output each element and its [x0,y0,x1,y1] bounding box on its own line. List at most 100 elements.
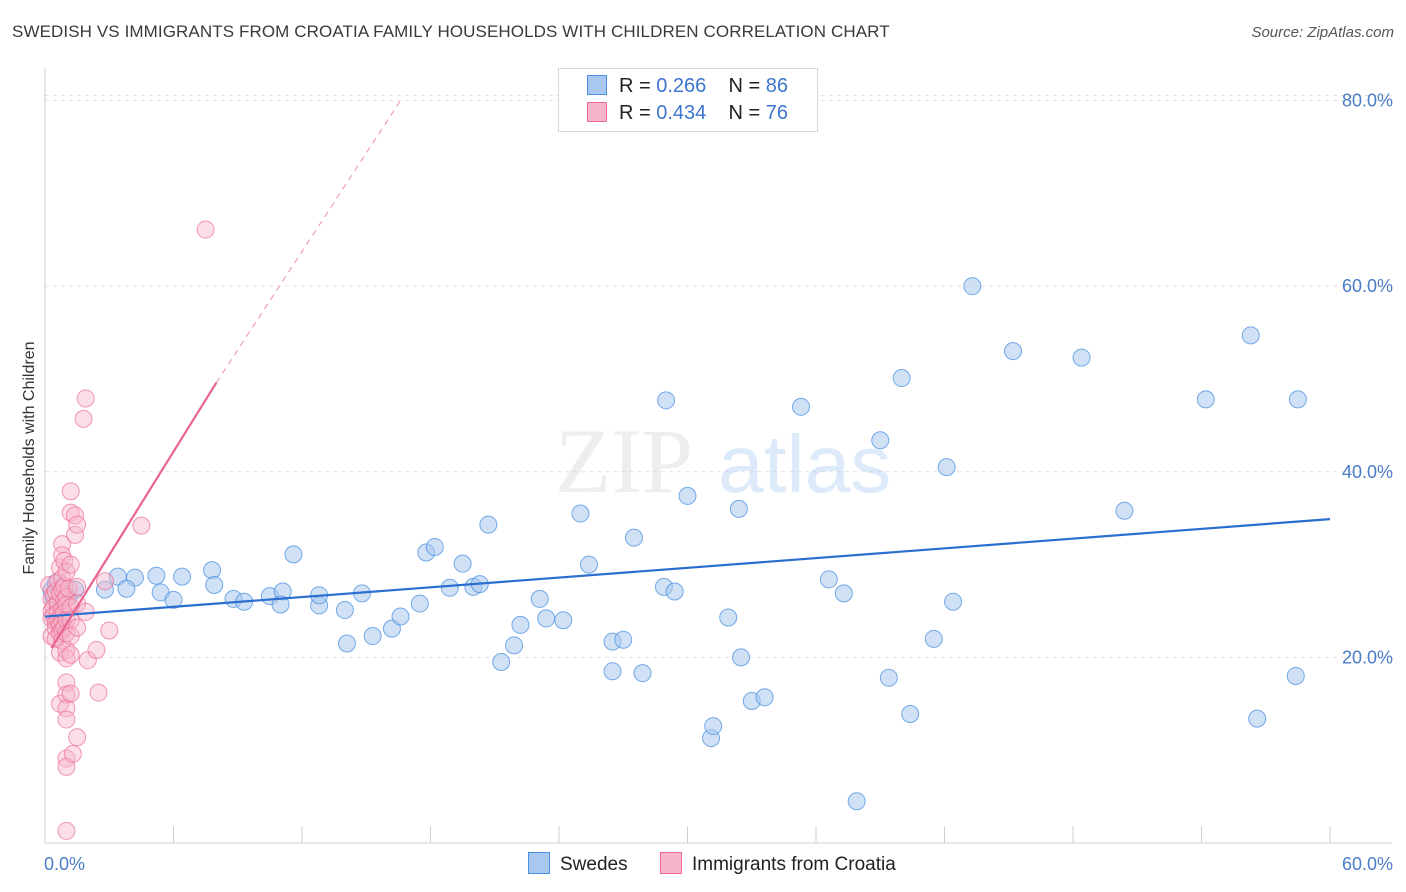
swedes-point [879,668,898,687]
swedes-point [1241,326,1260,345]
bottom-legend-label-swedes: Swedes [560,854,628,875]
swedes-point [205,576,224,595]
swedes-point [363,627,382,646]
swedes-point [944,592,963,611]
swedes-point [1196,390,1215,409]
swedes-point [871,431,890,450]
legend-r-value-swedes: 0.266 [656,75,707,97]
legend-row-swedes: R = 0.266 N = 86 [587,75,788,98]
x-tick-labels: 0.0% 60.0% [44,854,1393,874]
croatia-point [76,389,95,408]
swedes-point [892,369,911,388]
y-tick-label: 20.0% [1342,647,1393,667]
swedes-point [1072,348,1091,367]
croatia-point [68,577,87,596]
croatia-points [40,220,215,840]
swedes-point [173,567,192,586]
swedes-point [511,615,530,634]
swedes-point [665,582,684,601]
croatia-point [57,821,76,840]
croatia-trend-extension-line [215,100,402,384]
swedes-point [792,397,811,416]
watermark: ZIP atlas [555,410,891,512]
croatia-point [196,220,215,239]
croatia-point [132,516,151,535]
swedes-point [1288,390,1307,409]
legend-n-label: N = [728,102,761,124]
swedes-point [530,589,549,608]
croatia-point [57,757,76,776]
swedes-point [479,515,498,534]
swedes-point [505,636,524,655]
swedes-point [440,578,459,597]
swedes-point [901,705,920,724]
swedes-point [819,570,838,589]
croatia-point [61,684,80,703]
bottom-legend-label-croatia: Immigrants from Croatia [692,854,896,875]
legend-n-value-swedes: 86 [765,75,789,97]
legend-swatch-croatia [587,102,607,122]
croatia-point [57,710,76,729]
legend-r-label: R = [619,75,651,97]
swedes-point [963,277,982,296]
y-axis-title: Family Households with Children [21,342,38,575]
swedes-point [704,717,723,736]
swedes-point [337,634,356,653]
swedes-point [554,611,573,630]
swedes-point [117,579,136,598]
watermark-atlas: atlas [718,419,891,510]
legend-r-label: R = [619,102,651,124]
swedes-point [657,391,676,410]
croatia-point [87,640,106,659]
croatia-point [76,602,95,621]
x-tick-label: 60.0% [1342,854,1393,874]
swedes-point [284,545,303,564]
chart-title: SWEDISH VS IMMIGRANTS FROM CROATIA FAMIL… [12,22,890,41]
y-tick-label: 80.0% [1342,91,1393,111]
bottom-legend-swedes[interactable]: Swedes [528,852,628,876]
swedes-point [755,688,774,707]
y-tick-labels: 20.0% 40.0% 60.0% 80.0% [1342,91,1393,668]
swedes-point [579,555,598,574]
croatia-point [95,572,114,591]
croatia-point [89,683,108,702]
swedes-point [732,648,751,667]
swedes-point [425,537,444,556]
croatia-point [61,555,80,574]
swedes-point [453,554,472,573]
swedes-point [729,499,748,518]
y-tick-label: 60.0% [1342,276,1393,296]
croatia-point [68,728,87,747]
croatia-point [74,409,93,428]
y-tick-label: 40.0% [1342,462,1393,482]
legend-r-value-croatia: 0.434 [656,102,707,124]
swedes-point [492,653,511,672]
croatia-trend-line [50,382,218,649]
trend-lines [44,382,1331,649]
swedes-point [335,601,354,620]
x-tick-label: 0.0% [44,854,85,874]
swedes-point [624,528,643,547]
source-credit: Source: ZipAtlas.com [1251,24,1394,41]
swedes-point [847,792,866,811]
swedes-point [603,662,622,681]
grid-lines [45,95,1392,658]
swedes-point [271,595,290,614]
swedes-point [937,458,956,477]
croatia-point [61,482,80,501]
swedes-point [1248,709,1267,728]
swedes-point [571,504,590,523]
swedes-point [147,566,166,585]
correlation-legend: R = 0.266 N = 86 R = 0.434 N = 76 [558,68,818,132]
swedes-point [614,630,633,649]
watermark-zip: ZIP [555,410,693,512]
bottom-legend-swatch-croatia [660,852,682,874]
croatia-point [100,621,119,640]
croatia-point [68,515,87,534]
swedes-points [42,277,1307,811]
swedes-point [537,609,556,628]
bottom-legend-croatia[interactable]: Immigrants from Croatia [660,852,896,876]
croatia-point [68,618,87,637]
legend-n-label: N = [728,75,761,97]
